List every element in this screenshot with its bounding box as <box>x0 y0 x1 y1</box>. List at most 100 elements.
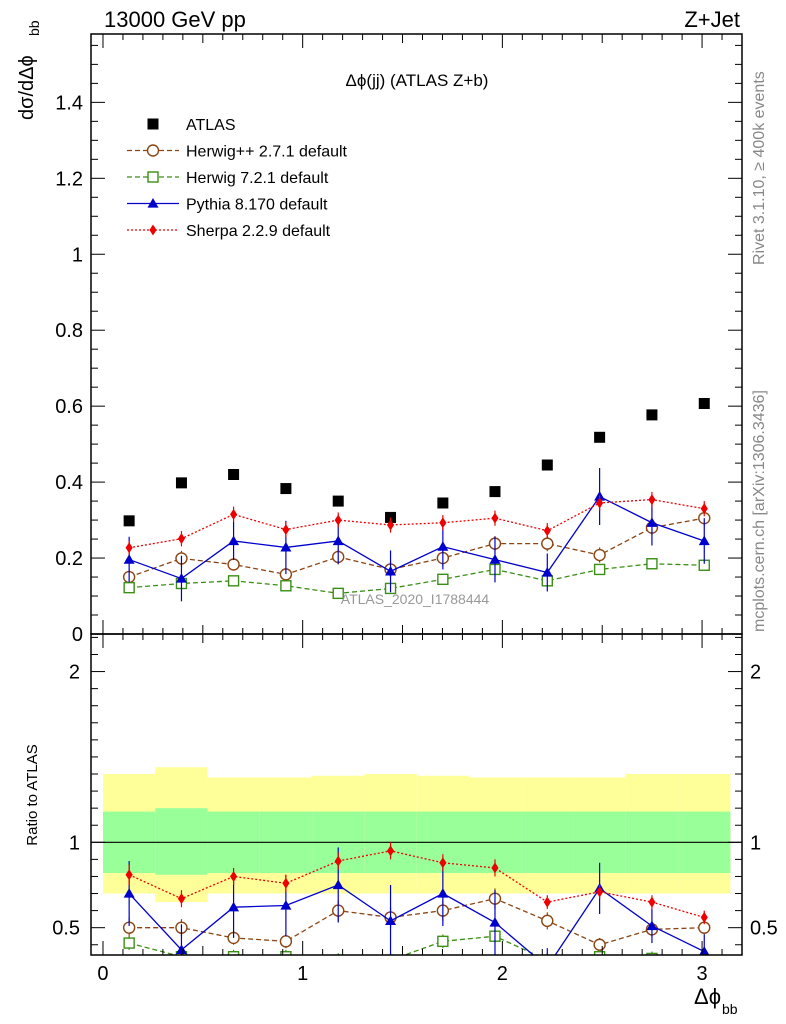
legend-label: ATLAS <box>186 117 236 134</box>
y-tick-label-top: 1.4 <box>55 92 83 114</box>
ratio-point <box>541 914 554 928</box>
ratio-series-herwig-2-7-1-default <box>122 888 711 952</box>
data-point <box>230 508 238 520</box>
ratio-point <box>123 937 135 949</box>
ratio-point <box>227 951 240 955</box>
y-tick-label-top: 0.6 <box>55 396 83 418</box>
data-point <box>541 537 554 550</box>
ratio-point <box>177 893 186 905</box>
uncertainty-band-inner <box>155 808 208 875</box>
ratio-point <box>596 886 604 898</box>
x-tick-label: 3 <box>696 963 707 985</box>
data-point <box>332 535 344 546</box>
data-point <box>437 573 449 586</box>
ratio-point <box>334 855 342 867</box>
legend-label: Pythia 8.170 default <box>186 197 328 214</box>
data-point <box>541 459 553 471</box>
y-tick-label-top: 0.2 <box>55 548 83 570</box>
data-point <box>437 497 449 509</box>
main-panel: 00.20.40.60.811.21.4 Δϕ(jj) (ATLAS Z+b) … <box>16 20 743 646</box>
data-point <box>280 483 292 495</box>
legend-marker <box>147 171 159 183</box>
ratio-point <box>646 920 658 931</box>
chart-title: Δϕ(jj) (ATLAS Z+b) <box>346 71 489 90</box>
ratio-point <box>541 954 553 955</box>
ratio-point <box>385 915 397 925</box>
legend-entry-pythia-8-170-default: Pythia 8.170 default <box>127 197 328 214</box>
x-label-sub: bb <box>722 1001 738 1017</box>
data-point <box>332 587 344 600</box>
data-point <box>593 563 606 576</box>
legend-label: Herwig++ 2.7.1 default <box>186 144 348 161</box>
data-point <box>227 558 240 571</box>
legend-label: Sherpa 2.2.9 default <box>186 223 331 240</box>
ratio-point <box>279 935 293 948</box>
data-point <box>228 535 240 546</box>
ratio-point <box>125 869 133 881</box>
data-point <box>228 469 240 481</box>
ratio-y-tick-label-left: 2 <box>69 662 80 684</box>
data-point <box>227 575 240 587</box>
data-point <box>282 524 290 536</box>
ratio-point <box>542 961 553 971</box>
ratio-point <box>437 888 449 898</box>
ratio-point <box>593 938 606 951</box>
ratio-series-sherpa-2-2-9-default <box>125 842 708 925</box>
ratio-point <box>123 888 135 898</box>
legend-marker <box>147 198 159 208</box>
y-tick-label-top: 0.8 <box>55 320 83 342</box>
ratio-panel: 0.5 0.5 1 1 2 2 Ratio to ATLAS <box>24 633 778 971</box>
data-point <box>386 519 395 531</box>
data-point <box>175 573 187 583</box>
data-point <box>596 497 604 509</box>
x-label-main: Δϕ <box>694 984 721 1009</box>
data-point <box>175 477 187 489</box>
ratio-panel-frame <box>90 633 743 956</box>
x-tick-label: 1 <box>297 963 308 985</box>
data-point <box>646 409 658 421</box>
ratio-point <box>228 901 240 912</box>
y-tick-label-top: 1.2 <box>55 168 83 190</box>
data-point <box>543 525 551 537</box>
data-point <box>125 542 133 554</box>
data-point <box>123 515 135 527</box>
x-tick-label: 2 <box>497 963 508 985</box>
data-point <box>491 512 499 524</box>
series-line <box>129 563 705 595</box>
y-tick-label-top: 0 <box>72 624 83 646</box>
ratio-point <box>489 917 501 927</box>
ratio-point <box>175 944 187 955</box>
data-point <box>489 554 501 564</box>
data-point <box>700 503 708 515</box>
data-point <box>698 397 710 409</box>
ratio-point <box>332 879 344 890</box>
ratio-line <box>128 884 705 955</box>
data-point <box>385 565 397 576</box>
legend-entry-atlas: ATLAS <box>147 117 236 134</box>
ratio-point <box>439 857 447 869</box>
data-point <box>334 514 342 526</box>
y-axis-label-bottom: Ratio to ATLAS <box>24 744 41 845</box>
ratio-point <box>646 952 658 955</box>
x-tick-label: 0 <box>97 963 108 985</box>
x-axis-label: Δϕ bb <box>694 984 738 1017</box>
ratio-point <box>280 899 292 910</box>
y-label-top-sub: bb <box>26 20 42 36</box>
data-point <box>123 554 135 564</box>
series-herwig-2-7-1-default <box>122 510 711 585</box>
data-point <box>280 580 292 592</box>
legend-entry-herwig-7-2-1-default: Herwig 7.2.1 default <box>127 170 329 187</box>
analysis-watermark: ATLAS_2020_I1788444 <box>341 591 490 607</box>
ratio-y-tick-label-left: 0.5 <box>52 918 80 940</box>
legend-marker <box>146 144 160 157</box>
rivet-label: Rivet 3.1.10, ≥ 400k events <box>751 71 768 265</box>
y-label-top-main: dσ/dΔϕ <box>16 55 38 120</box>
data-point <box>439 517 447 529</box>
ratio-line <box>128 935 538 955</box>
ratio-point <box>491 862 499 874</box>
ratio-point <box>593 951 606 955</box>
data-point <box>648 494 656 506</box>
data-point <box>593 548 606 562</box>
ratio-point <box>648 896 656 908</box>
